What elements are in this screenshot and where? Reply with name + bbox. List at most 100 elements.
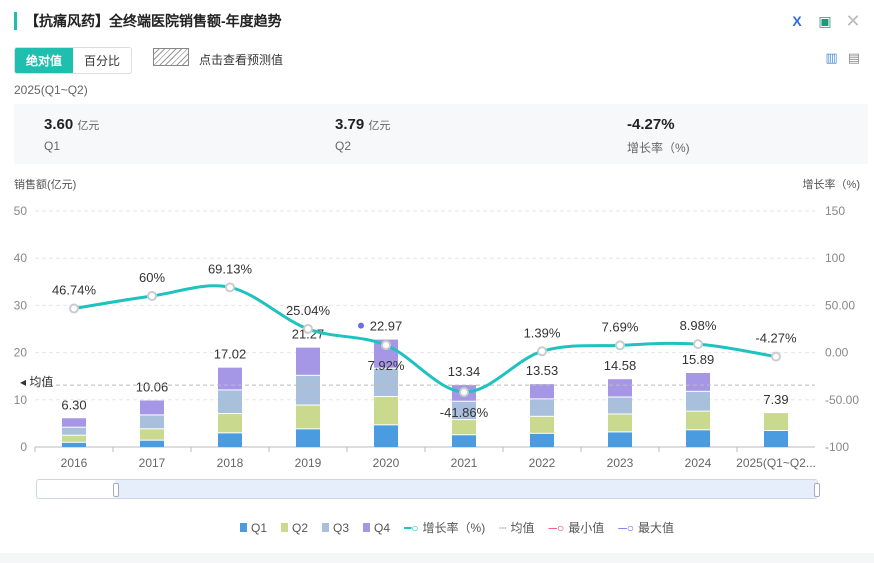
bar-q2 (62, 435, 86, 442)
image-export-icon[interactable]: ▣ (818, 12, 832, 29)
legend-max[interactable]: ─○ 最大值 (618, 519, 674, 536)
x-tick-label: 2017 (139, 456, 166, 470)
y2-tick-label: 150 (825, 204, 845, 218)
growth-point (147, 290, 157, 301)
x-tick-label: 2022 (529, 456, 556, 470)
table-icon[interactable]: ▤ (847, 50, 860, 65)
bar-q3 (530, 399, 554, 416)
legend: Q1 Q2 Q3 Q4 ━○ 增长率（%) ┄ 均值 ─○ 最小值 ─○ 最大值 (0, 519, 874, 536)
bar-q1 (296, 429, 320, 447)
footer-bar (0, 553, 874, 563)
y-axis-title: 销售额(亿元) (14, 179, 77, 191)
bar-q2 (608, 414, 632, 432)
bar-q4 (608, 379, 632, 397)
bar-q2 (140, 429, 164, 440)
slider-handle-left[interactable] (113, 483, 119, 497)
legend-average[interactable]: ┄ 均值 (499, 519, 534, 536)
bar-q3 (608, 397, 632, 414)
percent-button[interactable]: 百分比 (84, 54, 121, 68)
absolute-value-button[interactable]: 绝对值 (15, 48, 74, 73)
growth-point (69, 303, 79, 314)
y-tick-label: 0 (20, 440, 27, 454)
bar-q1 (374, 425, 398, 447)
y-tick-label: 20 (14, 346, 28, 360)
bar-q4 (140, 400, 164, 415)
total-label: 22.97 (370, 319, 403, 334)
growth-label: -41.86% (440, 405, 489, 420)
growth-label: 8.98% (680, 318, 717, 333)
x-tick-label: 2019 (295, 456, 322, 470)
summary-label: 增长率（%) (627, 141, 690, 155)
bar-q1 (62, 442, 86, 447)
summary-value: -4.27% (627, 116, 675, 133)
total-label: 14.58 (604, 358, 637, 373)
total-label: 17.02 (214, 347, 247, 362)
bar-q1 (686, 430, 710, 447)
bar-q1 (764, 431, 788, 447)
bar-q2 (530, 416, 554, 433)
legend-label: Q4 (374, 520, 391, 535)
mode-toggle: 绝对值 百分比 (14, 47, 133, 74)
legend-q1[interactable]: Q1 (240, 519, 267, 536)
bar-chart-icon[interactable]: ▥ (825, 50, 838, 65)
growth-label: 7.92% (368, 358, 405, 373)
legend-q4[interactable]: Q4 (363, 519, 390, 536)
y2-tick-label: 50.00 (825, 298, 855, 312)
bar-q1 (452, 435, 476, 447)
growth-label: 60% (139, 270, 165, 285)
bar-q3 (218, 390, 242, 414)
total-label: 7.39 (763, 392, 788, 407)
x-tick-label: 2020 (373, 456, 400, 470)
period-label: 2025(Q1~Q2) (14, 83, 88, 97)
summary-label: Q2 (335, 139, 352, 153)
slider-selection[interactable] (115, 480, 817, 498)
y-tick-label: 40 (14, 251, 28, 265)
growth-point (771, 351, 781, 362)
bar-q2 (374, 397, 398, 425)
page-title: 【抗痛风药】全终端医院销售额-年度趋势 (14, 12, 282, 30)
y2-axis-title: 增长率（%) (802, 179, 860, 191)
growth-label: -4.27% (755, 331, 797, 346)
legend-swatch (363, 523, 371, 532)
legend-swatch (281, 523, 289, 532)
bar-q4 (62, 418, 86, 427)
legend-label: Q1 (251, 520, 268, 535)
bar-q2 (686, 411, 710, 430)
summary-value: 3.79 (335, 116, 365, 133)
legend-dotted-icon: ┄ (499, 520, 507, 535)
total-label: 10.06 (136, 380, 169, 395)
summary-q1: 3.60 亿元 Q1 (44, 116, 99, 153)
summary-label: Q1 (44, 139, 61, 153)
bar-q3 (140, 415, 164, 429)
range-slider[interactable] (36, 479, 820, 499)
legend-q2[interactable]: Q2 (281, 519, 308, 536)
y2-tick-label: 0.00 (825, 346, 849, 360)
growth-point (225, 282, 235, 293)
y-tick-label: 30 (14, 298, 28, 312)
growth-label: 46.74% (52, 282, 97, 297)
summary-growth: -4.27% 增长率（%) (627, 116, 690, 156)
x-tick-label: 2023 (607, 456, 634, 470)
legend-label: 最小值 (568, 521, 605, 535)
x-tick-label: 2018 (217, 456, 244, 470)
growth-line (73, 284, 777, 394)
legend-swatch (240, 523, 247, 532)
legend-min[interactable]: ─○ 最小值 (548, 519, 604, 536)
legend-q3[interactable]: Q3 (322, 519, 349, 536)
summary-value: 3.60 (44, 116, 74, 133)
bar-q4 (686, 372, 710, 391)
y2-tick-label: -100 (825, 440, 849, 454)
summary-unit: 亿元 (368, 120, 391, 132)
forecast-hatch-icon[interactable] (153, 48, 189, 66)
legend-growth[interactable]: ━○ 增长率（%) (404, 519, 485, 536)
bar-q2 (764, 413, 788, 431)
bar-q4 (296, 347, 320, 375)
excel-export-icon[interactable]: X (792, 13, 802, 29)
y2-tick-label: 100 (825, 251, 845, 265)
close-icon[interactable]: ✕ (845, 10, 861, 31)
slider-handle-right[interactable] (814, 483, 820, 497)
legend-max-icon: ─○ (618, 520, 634, 535)
y-tick-label: 10 (14, 393, 28, 407)
forecast-link[interactable]: 点击查看预测值 (199, 53, 284, 67)
x-tick-label: 2016 (61, 456, 88, 470)
